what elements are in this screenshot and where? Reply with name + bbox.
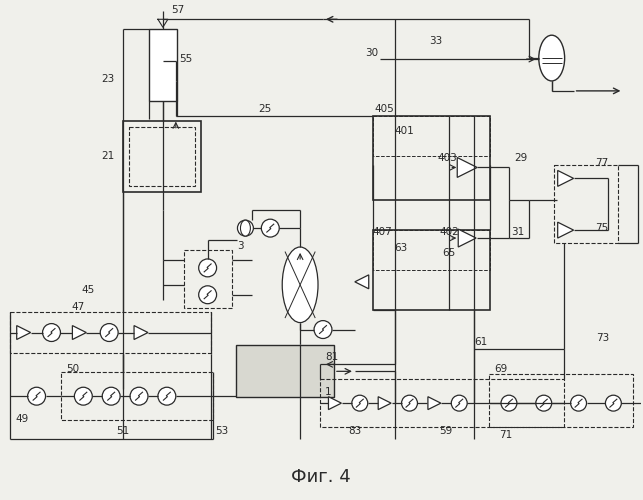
Bar xyxy=(129,126,195,186)
Text: 73: 73 xyxy=(597,332,610,342)
Polygon shape xyxy=(73,326,86,340)
Circle shape xyxy=(570,395,586,411)
Polygon shape xyxy=(457,158,477,178)
Circle shape xyxy=(401,395,417,411)
Circle shape xyxy=(536,395,552,411)
Circle shape xyxy=(158,387,176,405)
Text: 31: 31 xyxy=(511,227,524,237)
Bar xyxy=(373,230,490,310)
Text: 69: 69 xyxy=(494,364,507,374)
Circle shape xyxy=(237,220,253,236)
Bar xyxy=(62,372,213,420)
Bar xyxy=(554,166,619,243)
Ellipse shape xyxy=(240,220,250,236)
Text: 25: 25 xyxy=(258,104,271,114)
Text: 407: 407 xyxy=(373,227,392,237)
Bar xyxy=(373,230,490,270)
Circle shape xyxy=(102,387,120,405)
Text: 30: 30 xyxy=(365,48,378,58)
Text: 77: 77 xyxy=(595,158,609,168)
Circle shape xyxy=(28,387,46,405)
Text: 65: 65 xyxy=(442,248,456,258)
Circle shape xyxy=(261,219,279,237)
Text: 59: 59 xyxy=(439,426,453,436)
Text: 55: 55 xyxy=(179,54,192,64)
Circle shape xyxy=(352,395,368,411)
Text: 405: 405 xyxy=(375,104,394,114)
Bar xyxy=(320,380,564,427)
Circle shape xyxy=(451,395,467,411)
Circle shape xyxy=(42,324,60,342)
Text: 83: 83 xyxy=(348,426,361,436)
Circle shape xyxy=(314,320,332,338)
Text: 51: 51 xyxy=(116,426,129,436)
Polygon shape xyxy=(557,170,574,186)
Polygon shape xyxy=(378,396,391,409)
Text: 57: 57 xyxy=(171,6,184,16)
Text: 23: 23 xyxy=(101,74,114,84)
Polygon shape xyxy=(458,229,476,247)
Circle shape xyxy=(100,324,118,342)
Bar xyxy=(373,116,490,200)
Text: 75: 75 xyxy=(595,223,609,233)
Text: Фиг. 4: Фиг. 4 xyxy=(291,468,351,485)
Text: 402: 402 xyxy=(439,227,459,237)
Circle shape xyxy=(501,395,517,411)
Bar xyxy=(489,374,633,427)
Polygon shape xyxy=(329,396,341,409)
Text: 71: 71 xyxy=(499,430,512,440)
Polygon shape xyxy=(557,222,574,238)
Polygon shape xyxy=(134,326,148,340)
Bar xyxy=(237,346,334,397)
Text: 33: 33 xyxy=(430,36,442,46)
Text: 29: 29 xyxy=(514,152,527,162)
Bar xyxy=(149,29,177,101)
Text: 47: 47 xyxy=(71,302,85,312)
Circle shape xyxy=(606,395,621,411)
Text: 61: 61 xyxy=(474,338,487,347)
Polygon shape xyxy=(355,275,368,289)
Text: 1: 1 xyxy=(325,387,332,397)
Bar xyxy=(184,250,231,308)
Text: 50: 50 xyxy=(66,364,80,374)
Text: 63: 63 xyxy=(395,243,408,253)
Text: 21: 21 xyxy=(101,150,114,160)
Text: 403: 403 xyxy=(437,152,457,162)
Polygon shape xyxy=(428,396,441,409)
Circle shape xyxy=(199,259,217,277)
Ellipse shape xyxy=(282,247,318,322)
Text: 53: 53 xyxy=(215,426,229,436)
Polygon shape xyxy=(17,326,31,340)
Text: 401: 401 xyxy=(395,126,414,136)
Text: 81: 81 xyxy=(325,352,338,362)
Circle shape xyxy=(75,387,93,405)
Circle shape xyxy=(130,387,148,405)
Text: 3: 3 xyxy=(237,241,244,251)
Ellipse shape xyxy=(539,35,565,81)
Circle shape xyxy=(199,286,217,304)
Text: 45: 45 xyxy=(82,285,95,295)
Bar xyxy=(10,312,211,354)
Text: 49: 49 xyxy=(15,414,29,424)
Bar xyxy=(123,120,201,192)
Bar xyxy=(373,116,490,156)
